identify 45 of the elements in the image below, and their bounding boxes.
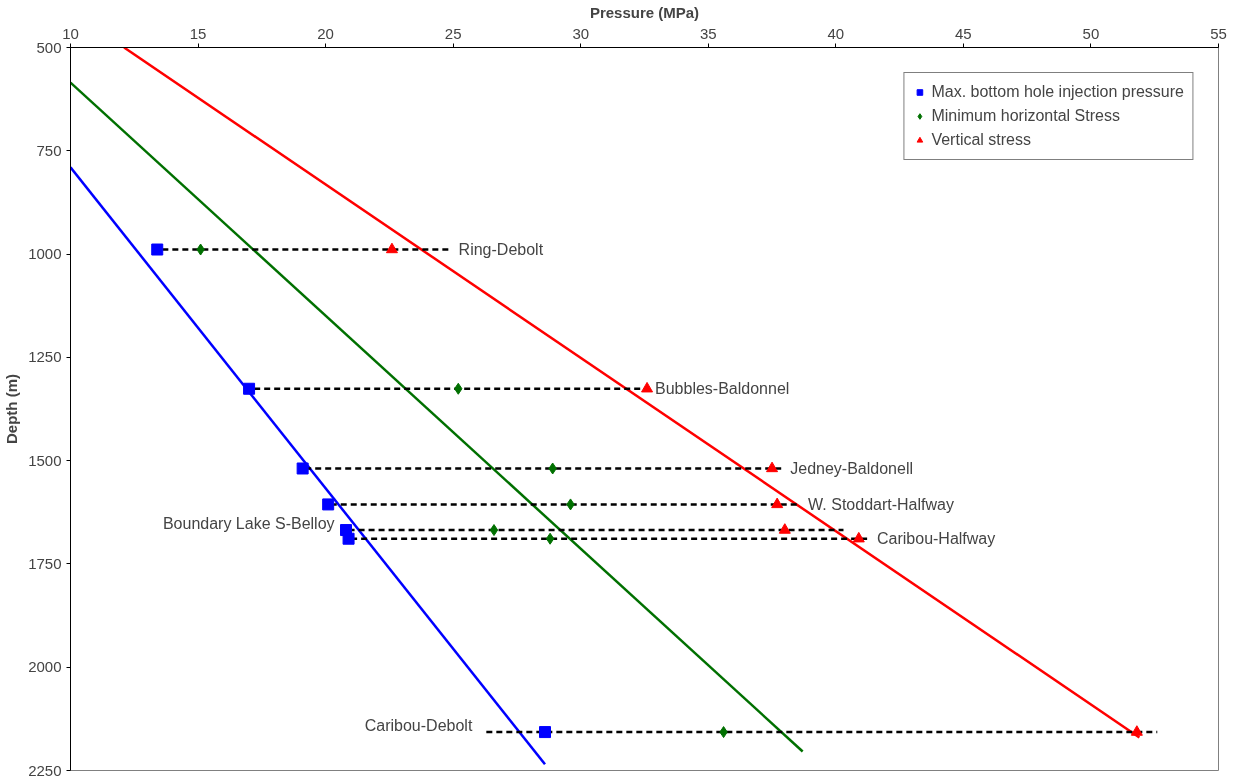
y-tick-label: 500 (36, 38, 62, 56)
x-tick-label: 50 (1082, 24, 1100, 42)
legend-label: Vertical stress (931, 130, 1032, 150)
point (489, 524, 499, 537)
annotation: Caribou-Debolt (364, 717, 473, 735)
point (296, 462, 309, 475)
annotation: Caribou-Halfway (877, 530, 996, 548)
legend-label: Max. bottom hole injection pressure (931, 82, 1184, 102)
point (852, 531, 865, 543)
y-tick-label: 1000 (28, 245, 62, 263)
annotation: Bubbles-Baldonnel (655, 380, 790, 398)
point (766, 461, 779, 473)
y-tick-label: 2000 (28, 658, 62, 676)
x-axis-title: Pressure (MPa) (589, 3, 700, 21)
y-tick-label: 1500 (28, 451, 62, 469)
point (385, 242, 398, 254)
y-tick-label: 750 (36, 141, 62, 159)
x-tick-label: 15 (189, 24, 207, 42)
y-tick-label: 1250 (28, 348, 62, 366)
x-tick-label: 20 (317, 24, 334, 42)
point (641, 381, 654, 393)
point (771, 497, 784, 509)
point (539, 726, 552, 739)
annotation: Ring-Debolt (458, 241, 544, 259)
point (1130, 725, 1143, 736)
annotation: Boundary Lake S-Belloy (162, 515, 335, 533)
x-tick-label: 25 (444, 24, 462, 42)
y-tick-label: 2250 (28, 761, 62, 779)
y-axis-title: Depth (m) (3, 374, 21, 444)
x-tick-label: 55 (1210, 24, 1227, 42)
legend-label: Minimum horizontal Stress (931, 106, 1120, 126)
point (342, 532, 355, 545)
annotation: Jedney-Baldonell (790, 459, 914, 477)
x-tick-label: 35 (699, 24, 717, 42)
x-tick-label: 30 (572, 24, 590, 42)
point (322, 498, 335, 511)
x-tick-label: 40 (827, 24, 845, 42)
annotation: W. Stoddart-Halfway (808, 495, 954, 513)
y-tick-label: 1750 (28, 554, 62, 572)
x-tick-label: 10 (62, 24, 79, 42)
point (151, 243, 164, 256)
point (778, 523, 791, 534)
point (243, 382, 256, 395)
x-tick-label: 45 (955, 24, 972, 42)
point (545, 532, 555, 545)
